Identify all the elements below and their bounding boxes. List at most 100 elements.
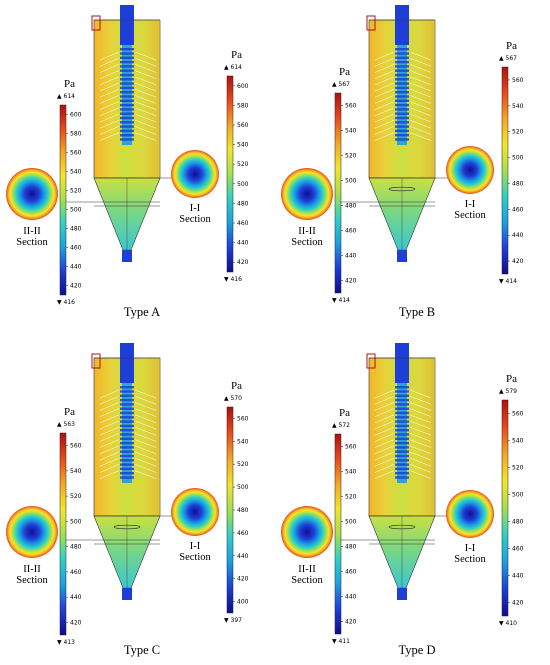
tick-label: 480	[70, 544, 82, 551]
stem-segment	[395, 441, 409, 445]
outlet-pipe	[397, 250, 407, 262]
vane-right	[409, 470, 432, 479]
stem-segment	[395, 52, 409, 55]
stem-segment	[395, 56, 409, 59]
vane-left	[99, 119, 120, 129]
unit-label: Pa	[64, 78, 75, 90]
section-ii-word: Section	[16, 575, 48, 586]
colorbar-right: Pa ▲ 570 560 540 520 500 480 460 440 420 400 ▼ 397	[224, 380, 249, 624]
vane-left	[374, 389, 395, 399]
tick-label: 440	[512, 573, 524, 580]
tick-label: 540	[345, 469, 357, 476]
tick-label: 460	[345, 228, 357, 235]
vane-right	[409, 107, 432, 117]
vane-right	[134, 70, 157, 79]
min-label: ▼ 410	[499, 620, 517, 627]
max-label: ▲ 570	[224, 395, 242, 402]
vane-right	[409, 389, 432, 399]
tick-label: 480	[345, 544, 357, 551]
vane-left	[374, 88, 395, 98]
vane-left	[374, 464, 395, 473]
max-label: ▲ 614	[57, 93, 75, 100]
tick-label: 600	[237, 83, 249, 90]
colorbar-left: Pa ▲ 614 600 580 560 540 520 500 480 460 440 420 ▼ 4…	[57, 78, 82, 306]
vane-right	[409, 70, 432, 79]
vane-left	[374, 126, 395, 135]
stem-segment	[120, 437, 134, 440]
tick-label: 500	[512, 155, 524, 162]
vane-left	[374, 395, 395, 405]
section-i-word: Section	[179, 552, 211, 563]
max-label: ▲ 563	[57, 421, 75, 428]
tick-label: 460	[70, 569, 82, 576]
vane-left	[99, 70, 120, 79]
vane-right	[409, 445, 432, 455]
stem-segment	[395, 69, 409, 72]
stem-segment	[395, 95, 409, 98]
vane-right	[409, 426, 432, 436]
stem-segment	[120, 467, 134, 471]
stem-segment	[120, 446, 134, 449]
colorbar-left: Pa ▲ 572 560 540 520 500 480 460 440 420 ▼ 411	[332, 407, 357, 645]
stem-segment	[395, 386, 409, 389]
vane-right	[409, 82, 432, 92]
stem-segment	[395, 407, 409, 410]
stem-segment	[120, 86, 134, 90]
stem-segment	[120, 112, 134, 115]
tick-label: 500	[345, 178, 357, 185]
tangential-inlet	[366, 15, 376, 31]
stem-segment	[395, 450, 409, 453]
tick-label: 480	[345, 203, 357, 210]
tick-label: 480	[512, 180, 524, 187]
vane-left	[99, 414, 120, 424]
vane-right	[409, 420, 432, 430]
stem-segment	[120, 69, 134, 72]
vane-left	[99, 126, 120, 135]
stem-segment	[120, 390, 134, 393]
tick-label: 440	[237, 553, 249, 560]
section-i-contour	[446, 146, 494, 194]
panel-1: Pa ▲ 614 600 580 560 540 520 500 480 460 440 420 ▼ 4…	[6, 5, 249, 319]
tick-label: 520	[237, 461, 249, 468]
vane-left	[99, 389, 120, 399]
tick-label: 500	[237, 181, 249, 188]
stem-segment	[120, 394, 134, 397]
type-label: Type C	[124, 643, 160, 657]
vane-left	[374, 113, 395, 123]
stem-segment	[120, 386, 134, 389]
stem-segment	[395, 65, 409, 68]
colorbar-right: Pa ▲ 579 560 540 520 500 480 460 440 420 ▼ 410	[499, 373, 524, 627]
tick-label: 540	[70, 468, 82, 475]
min-label: ▼ 416	[224, 276, 242, 283]
type-label: Type A	[124, 305, 160, 319]
tick-label: 500	[345, 519, 357, 526]
tick-label: 560	[70, 150, 82, 157]
vane-left	[99, 457, 120, 467]
tick-label: 420	[237, 576, 249, 583]
stem-segment	[395, 121, 409, 124]
vane-left	[99, 426, 120, 436]
min-label: ▼ 413	[57, 639, 75, 646]
colorbar-right: Pa ▲ 614 600 580 560 540 520 500 480 460 440 420 ▼ 4…	[224, 49, 249, 283]
tick-label: 520	[345, 153, 357, 160]
section-i-word: Section	[454, 210, 486, 221]
tick-label: 500	[237, 484, 249, 491]
unit-label: Pa	[339, 407, 350, 419]
stem-segment	[395, 433, 409, 436]
vane-left	[374, 439, 395, 448]
stem-segment	[395, 125, 409, 128]
tick-label: 420	[70, 283, 82, 290]
vane-left	[99, 445, 120, 455]
vane-right	[134, 395, 157, 405]
min-label: ▼ 414	[499, 278, 517, 285]
stem-segment	[120, 429, 134, 432]
vane-right	[134, 402, 157, 411]
stem-segment	[120, 450, 134, 453]
vane-right	[409, 57, 432, 67]
stem-segment	[395, 416, 409, 419]
vane-left	[99, 113, 120, 123]
tick-label: 560	[237, 415, 249, 422]
vane-left	[99, 57, 120, 67]
tick-label: 480	[237, 507, 249, 514]
